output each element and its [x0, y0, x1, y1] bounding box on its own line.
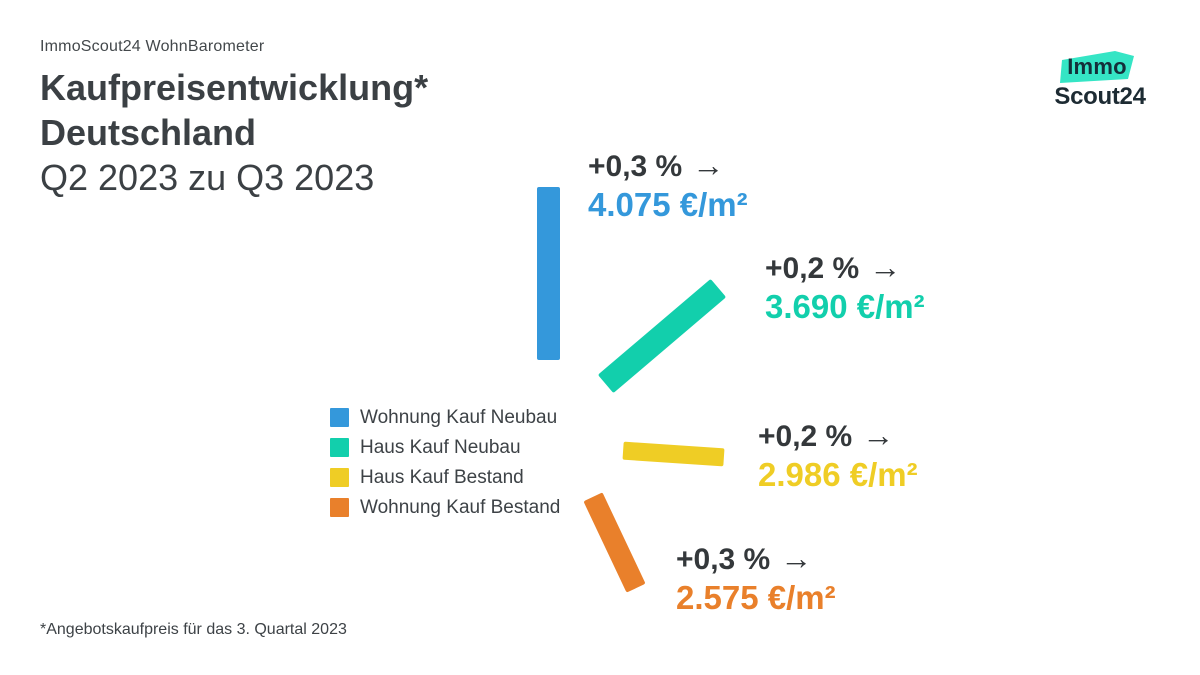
legend-item: Haus Kauf Bestand: [330, 466, 560, 488]
change-label: +0,2 %: [765, 252, 860, 285]
legend-label: Wohnung Kauf Neubau: [360, 406, 558, 428]
value-label: 4.075 €/m²: [588, 186, 748, 223]
trend-arrow-icon: →: [862, 417, 895, 453]
logo-scout24-text: Scout24: [1054, 83, 1146, 110]
change-row: +0,2 % →: [765, 249, 925, 288]
legend-swatch: [330, 498, 349, 517]
value-label: 2.986 €/m²: [758, 456, 918, 493]
trend-arrow-icon: →: [780, 540, 813, 576]
legend-item: Wohnung Kauf Bestand: [330, 496, 561, 518]
change-row: +0,3 % →: [588, 147, 748, 186]
logo-bubble-shape: [1060, 51, 1134, 83]
value-label: 3.690 €/m²: [765, 288, 925, 325]
label-haus-kauf-bestand: +0,2 % → 2.986 €/m²: [758, 417, 918, 494]
legend-swatch: [330, 468, 349, 487]
label-haus-kauf-neubau: +0,2 % → 3.690 €/m²: [765, 249, 925, 326]
logo-bubble-icon: [1060, 51, 1134, 83]
logo-immo-text: Immo: [1067, 54, 1127, 79]
trend-arrow-icon: →: [869, 249, 902, 285]
legend: Wohnung Kauf Neubau Haus Kauf Neubau Hau…: [330, 406, 561, 528]
label-wohnung-kauf-bestand: +0,3 % → 2.575 €/m²: [676, 540, 836, 617]
legend-label: Haus Kauf Bestand: [360, 466, 524, 488]
page-subtitle: Q2 2023 zu Q3 2023: [40, 157, 375, 198]
legend-swatch: [330, 438, 349, 457]
footnote: *Angebotskaufpreis für das 3. Quartal 20…: [40, 621, 347, 638]
legend-label: Haus Kauf Neubau: [360, 436, 521, 458]
immoscout24-logo: Immo Scout24: [1050, 50, 1150, 114]
bar-wohnung-kauf-bestand: [583, 492, 646, 593]
label-wohnung-kauf-neubau: +0,3 % → 4.075 €/m²: [588, 147, 748, 224]
change-label: +0,3 %: [588, 150, 683, 183]
bar-wohnung-kauf-neubau: [537, 187, 560, 360]
bar-haus-kauf-neubau: [597, 278, 727, 394]
trend-arrow-icon: →: [692, 147, 725, 183]
bar-haus-kauf-bestand: [622, 441, 725, 467]
change-row: +0,3 % →: [676, 540, 836, 579]
value-label: 2.575 €/m²: [676, 579, 836, 616]
legend-swatch: [330, 408, 349, 427]
logo-bubble: Immo: [1058, 50, 1136, 84]
legend-label: Wohnung Kauf Bestand: [360, 496, 561, 518]
legend-item: Haus Kauf Neubau: [330, 436, 560, 458]
change-label: +0,3 %: [676, 543, 771, 576]
legend-item: Wohnung Kauf Neubau: [330, 406, 560, 428]
page-title-line-2: Deutschland: [40, 112, 257, 153]
change-label: +0,2 %: [758, 420, 853, 453]
change-row: +0,2 % →: [758, 417, 918, 456]
eyebrow: ImmoScout24 WohnBarometer: [40, 38, 265, 55]
header: ImmoScout24 WohnBarometer Kaufpreisentwi…: [40, 38, 428, 200]
page-title-line-1: Kaufpreisentwicklung*: [40, 67, 429, 108]
